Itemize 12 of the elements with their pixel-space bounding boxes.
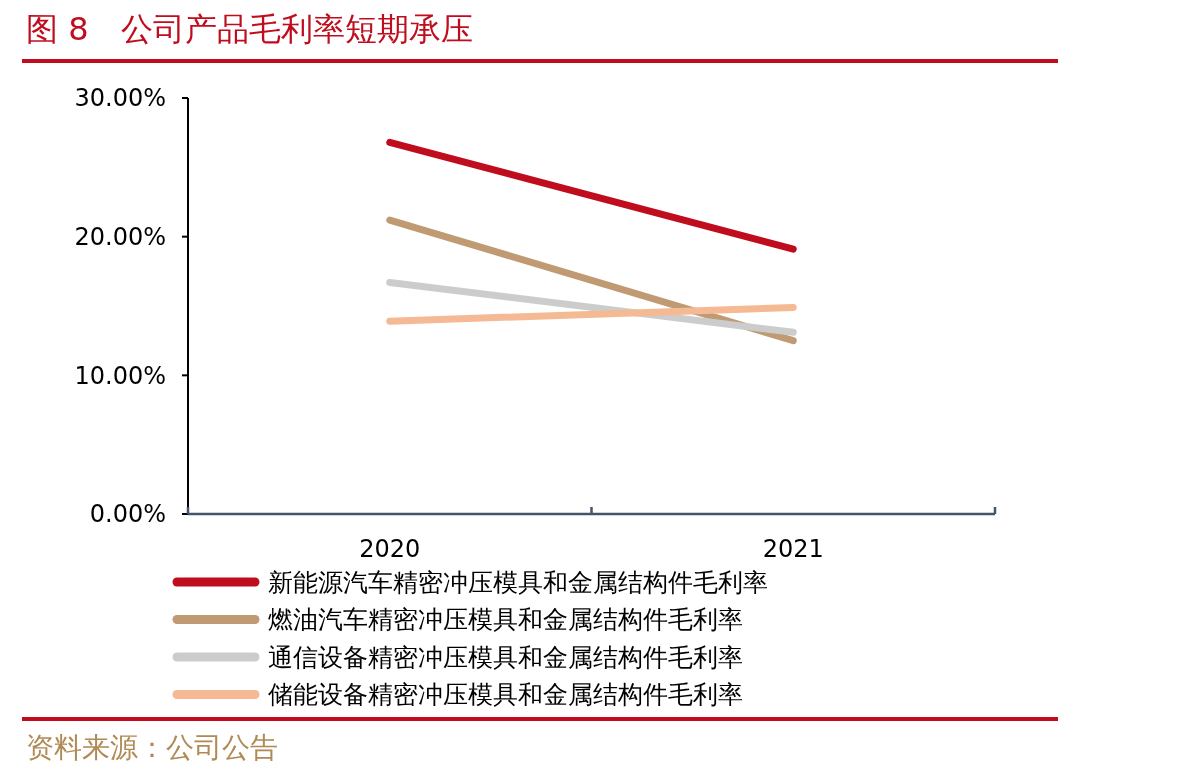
chart-title: 图 8 公司产品毛利率短期承压 xyxy=(26,10,473,48)
x-tick-label: 2021 xyxy=(762,535,824,563)
y-tick-label: 0.00% xyxy=(89,500,166,529)
legend-label: 储能设备精密冲压模具和金属结构件毛利率 xyxy=(268,680,743,710)
x-tick-label: 2020 xyxy=(359,535,421,563)
legend-label: 新能源汽车精密冲压模具和金属结构件毛利率 xyxy=(268,567,768,597)
y-tick-label: 20.00% xyxy=(74,223,166,252)
legend-label: 燃油汽车精密冲压模具和金属结构件毛利率 xyxy=(268,605,743,635)
y-tick-label: 30.00% xyxy=(74,84,166,113)
y-tick-label: 10.00% xyxy=(74,361,166,390)
text: 资料来源：公司公告 xyxy=(26,731,278,764)
legend-label: 通信设备精密冲压模具和金属结构件毛利率 xyxy=(268,642,743,672)
